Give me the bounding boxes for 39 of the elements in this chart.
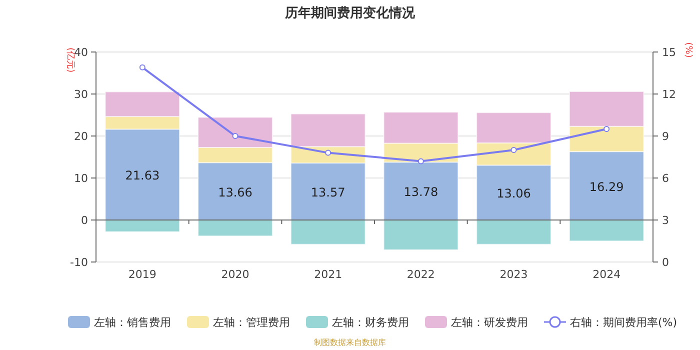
data-label: 13.57 — [310, 186, 346, 200]
y-tick-label: 0 — [81, 214, 88, 227]
data-label: 16.29 — [589, 180, 624, 194]
y2-tick-label: 9 — [662, 130, 669, 143]
data-label: 21.63 — [125, 168, 160, 183]
x-tick-label: 2020 — [221, 268, 250, 281]
y-tick-label: 10 — [74, 172, 88, 185]
data-label: 13.66 — [218, 185, 252, 200]
y-tick-label: 30 — [74, 88, 88, 101]
y-tick-label: -10 — [70, 256, 88, 269]
x-tick-label: 2021 — [314, 268, 342, 281]
y2-tick-label: 12 — [662, 88, 676, 101]
legend-label: 右轴：期间费用率(%) — [570, 316, 678, 329]
x-tick-label: 2023 — [500, 268, 528, 281]
y-tick-label: 40 — [74, 46, 88, 59]
chart-title: 历年期间费用变化情况 — [284, 5, 416, 21]
text: 制图数据来自数据库 — [314, 338, 386, 347]
legend-label: 左轴：销售费用 — [94, 316, 171, 329]
data-label: 13.06 — [496, 186, 531, 201]
y2-tick-label: 3 — [662, 214, 669, 227]
y2-tick-label: 0 — [662, 256, 669, 269]
y-axis-title: (亿元) — [65, 47, 76, 73]
x-tick-label: 2019 — [128, 268, 156, 281]
point — [604, 126, 610, 132]
y2-axis-title: (%) — [683, 42, 693, 58]
point — [232, 133, 238, 139]
point — [510, 147, 517, 153]
y2-tick-label: 15 — [662, 46, 676, 59]
y2-tick-label: 6 — [662, 172, 669, 185]
point — [418, 158, 424, 164]
x-tick-label: 2024 — [592, 268, 621, 281]
point — [325, 150, 332, 156]
x-tick-label: 2022 — [406, 268, 435, 281]
data-label: 13.78 — [404, 185, 438, 200]
legend-label: 左轴：研发费用 — [451, 316, 528, 329]
y-tick-label: 20 — [74, 130, 88, 143]
legend-label: 左轴：管理费用 — [213, 316, 290, 329]
point — [139, 64, 146, 70]
legend-label: 左轴：财务费用 — [332, 316, 409, 329]
